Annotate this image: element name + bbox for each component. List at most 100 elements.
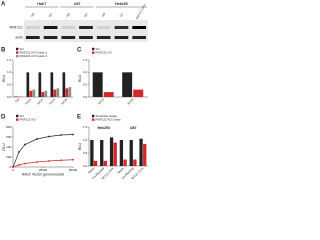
- y-tick-label: 0.5: [83, 151, 88, 155]
- y-tick-label: 0.0: [7, 95, 12, 99]
- band: [61, 26, 76, 29]
- bar: [38, 72, 42, 97]
- cell-line-label: Hek293: [115, 2, 128, 6]
- y-tick-label: 1.5: [7, 58, 12, 62]
- lane-label: KO: [65, 11, 71, 17]
- band: [132, 26, 146, 29]
- x-tick-label: AAV2: [36, 97, 44, 105]
- line: [12, 159, 74, 168]
- legend-label: Scr: [20, 47, 25, 51]
- bar: [139, 138, 143, 166]
- lane-label: Scr: [48, 12, 54, 18]
- y-tick-label: 1.0: [83, 70, 88, 74]
- legend-swatch: [16, 55, 19, 58]
- y-tick-label: 0.0: [83, 95, 88, 99]
- point: [18, 151, 20, 153]
- lane-label: Scr: [118, 12, 124, 18]
- point: [18, 164, 20, 166]
- x-tick-label: Mock: [117, 166, 125, 174]
- legend-label: Scr: [20, 114, 25, 118]
- y-tick-label: 400: [6, 145, 11, 149]
- legend-swatch: [16, 47, 19, 51]
- point: [72, 133, 74, 136]
- legend-swatch: [92, 47, 95, 51]
- bar: [32, 89, 36, 97]
- x-tick-label: Ctrl: [14, 97, 20, 103]
- bar: [62, 72, 66, 97]
- y-tick-label: 0: [10, 165, 12, 169]
- x-axis-label: AAV2 Vector genomes/cell: [22, 172, 64, 176]
- band: [114, 36, 129, 39]
- point: [60, 134, 62, 136]
- legend-swatch: [16, 51, 19, 54]
- x-tick-label: AAV4: [48, 97, 56, 105]
- band: [96, 26, 111, 29]
- point: [24, 162, 26, 165]
- bar: [53, 89, 57, 97]
- bar: [56, 88, 60, 97]
- bar: [92, 72, 103, 97]
- legend-label: Scr: [96, 47, 101, 51]
- y-axis-label: RLU: [2, 143, 6, 151]
- y-tick-label: 0.5: [83, 82, 88, 86]
- x-tick-label: AAV6: [126, 97, 134, 105]
- band: [43, 26, 58, 29]
- legend-swatch: [92, 51, 95, 54]
- x-tick-label: AAV1: [24, 97, 32, 105]
- row-label: RNF121: [10, 25, 23, 29]
- legend-label: RNF121 KO Guide 1: [20, 50, 48, 54]
- band: [96, 36, 111, 39]
- legend-label: RNF121 KO: [96, 50, 113, 54]
- y-tick-label: 800: [6, 125, 11, 129]
- legend-label: Scramble Guide: [96, 114, 118, 118]
- band: [79, 26, 93, 29]
- point: [72, 158, 74, 161]
- point: [12, 166, 14, 168]
- bar: [109, 137, 114, 166]
- band: [79, 36, 93, 39]
- band: [61, 36, 76, 39]
- y-axis-label: RLU: [78, 143, 82, 151]
- group-label: Hek293: [97, 126, 110, 130]
- legend-swatch: [16, 118, 19, 121]
- bar: [50, 72, 54, 97]
- y-tick-label: 1.0: [83, 138, 88, 142]
- legend-label: RNF121 KO Guide: [96, 117, 122, 121]
- panel-label: E: [77, 115, 81, 121]
- page: {"blot": {"panel": "A", "cell_lines": ["…: [0, 0, 150, 182]
- bar: [133, 159, 137, 166]
- panel-label: D: [1, 115, 6, 121]
- bar: [129, 140, 133, 166]
- bar: [143, 143, 147, 166]
- lane-label: KO: [101, 11, 107, 17]
- bar: [41, 92, 45, 97]
- bar: [103, 92, 114, 97]
- point: [36, 161, 38, 163]
- x-tick-label: 0: [12, 168, 14, 172]
- y-tick-label: 1.5: [83, 58, 88, 62]
- band: [114, 26, 129, 29]
- y-tick-label: 200: [6, 155, 11, 159]
- x-tick-label: 50000: [69, 168, 78, 172]
- legend-swatch: [16, 114, 19, 118]
- point: [60, 159, 62, 162]
- bar: [123, 159, 127, 166]
- bar: [26, 72, 30, 97]
- point: [24, 143, 26, 146]
- panel-label: A: [1, 2, 6, 8]
- panel-label: B: [1, 48, 6, 54]
- y-axis-label: RLU: [2, 75, 6, 83]
- band: [132, 36, 146, 39]
- lane-label: Scr: [83, 12, 89, 18]
- band: [43, 36, 58, 39]
- y-tick-label: 0.5: [7, 82, 12, 86]
- bar: [65, 88, 69, 97]
- bar: [103, 160, 108, 166]
- point: [36, 138, 38, 140]
- legend-swatch: [92, 118, 95, 121]
- point: [48, 135, 50, 138]
- bar: [93, 160, 98, 166]
- group-label: U87: [130, 126, 137, 130]
- bar: [90, 140, 94, 166]
